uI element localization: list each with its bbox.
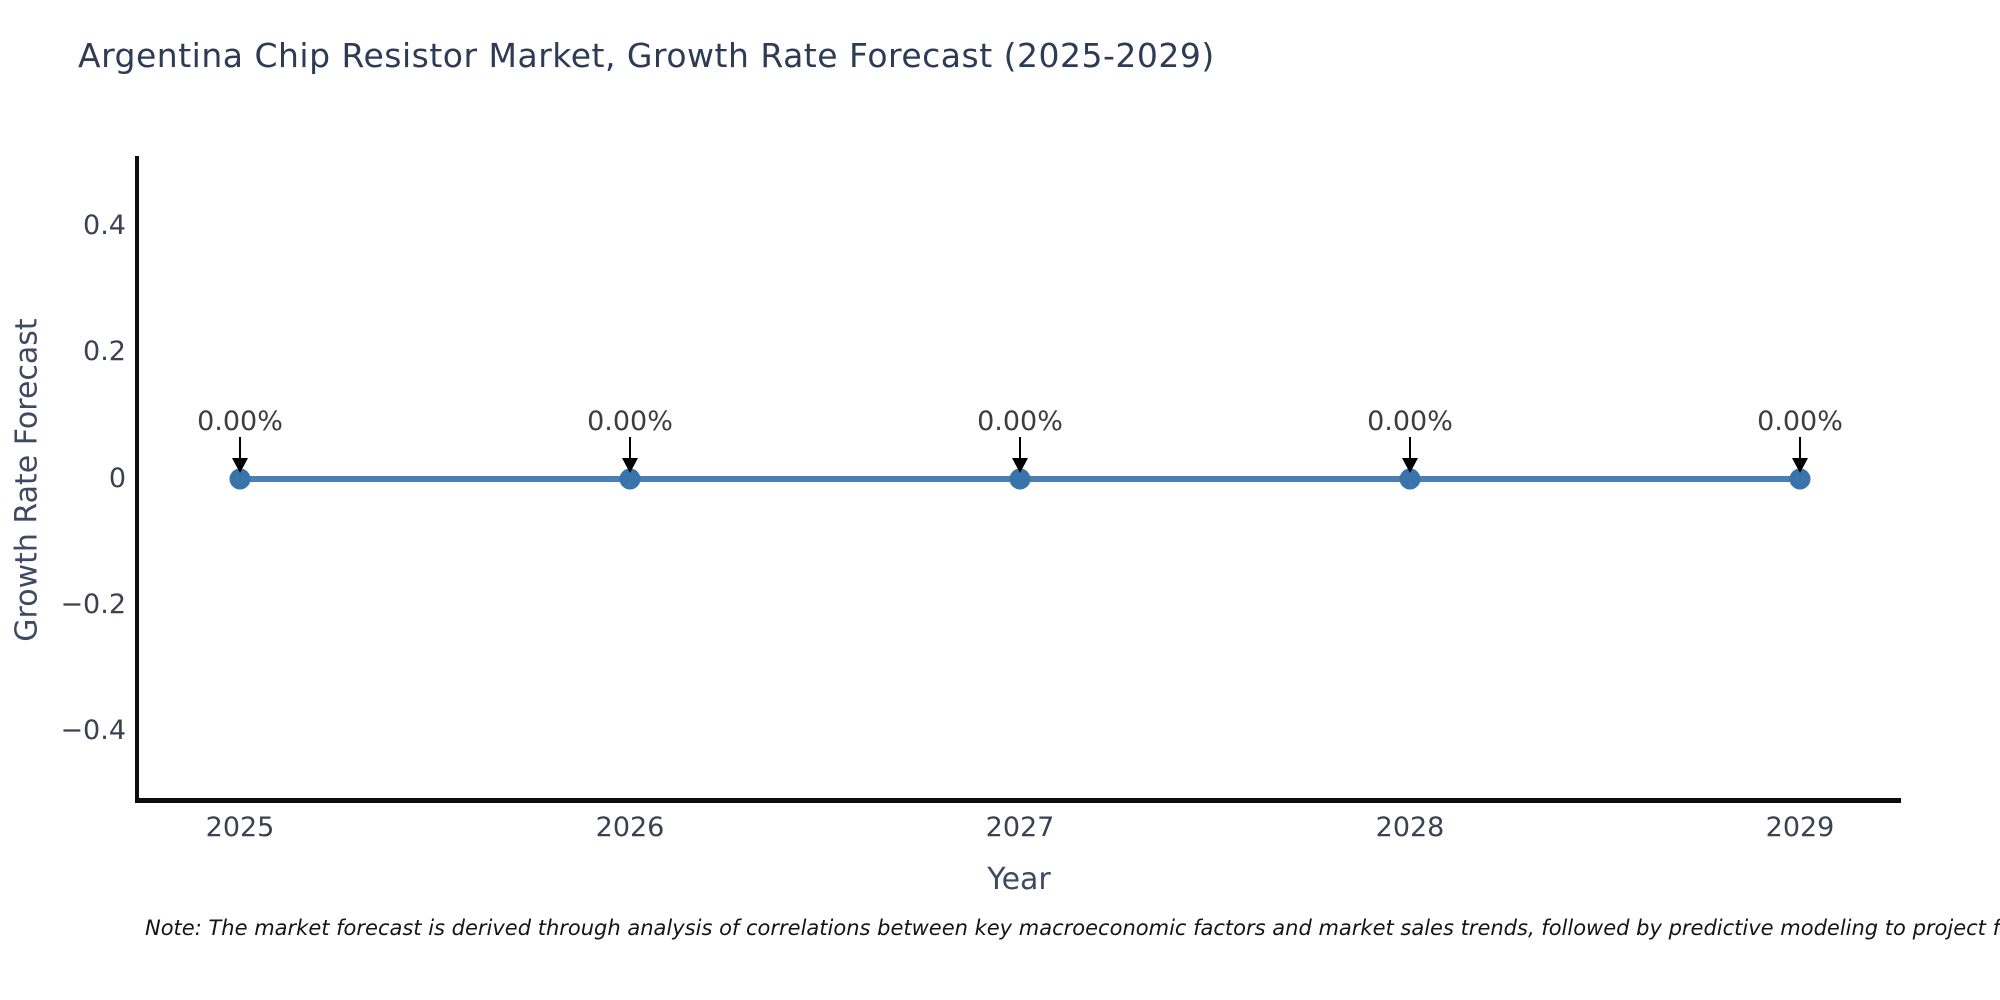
annotation-value-label: 0.00% — [1367, 405, 1453, 437]
x-tick-label: 2028 — [1375, 812, 1445, 843]
annotation-arrow-line — [1019, 436, 1021, 461]
annotation-arrow-line — [1799, 436, 1801, 461]
chart-title: Argentina Chip Resistor Market, Growth R… — [78, 36, 1215, 75]
x-tick-label: 2027 — [985, 812, 1055, 843]
data-point-marker — [619, 468, 641, 489]
x-tick-label: 2026 — [595, 812, 665, 843]
annotation-arrow-line — [629, 436, 631, 461]
annotation-value-label: 0.00% — [977, 405, 1063, 437]
y-tick-label: −0.4 — [60, 714, 126, 746]
x-axis-title: Year — [987, 862, 1051, 897]
y-axis-spine — [135, 156, 139, 802]
annotation-arrow-line — [239, 436, 241, 461]
line-segment — [630, 475, 1020, 482]
annotation-value-label: 0.00% — [587, 405, 673, 437]
line-segment — [1410, 475, 1800, 482]
annotation-value-label: 0.00% — [197, 405, 283, 437]
annotation-arrow-head-icon — [622, 457, 638, 473]
y-tick-label: 0 — [108, 462, 126, 494]
data-point-marker — [229, 468, 251, 489]
annotation-arrow-head-icon — [232, 457, 248, 473]
annotation-arrow-line — [1409, 436, 1411, 461]
line-segment — [240, 475, 630, 482]
x-tick-label: 2025 — [205, 812, 275, 843]
line-segment — [1020, 475, 1410, 482]
x-axis-spine — [135, 798, 1901, 803]
y-tick-label: 0.4 — [83, 210, 126, 242]
annotation-arrow-head-icon — [1012, 457, 1028, 473]
annotation-arrow-head-icon — [1792, 457, 1808, 473]
footnote: Note: The market forecast is derived thr… — [145, 916, 2000, 940]
data-point-marker — [1399, 468, 1421, 489]
y-tick-label: 0.2 — [83, 336, 126, 368]
data-point-marker — [1009, 468, 1031, 489]
data-point-marker — [1789, 468, 1811, 489]
y-tick-label: −0.2 — [60, 588, 126, 620]
annotation-value-label: 0.00% — [1757, 405, 1843, 437]
x-tick-label: 2029 — [1765, 812, 1835, 843]
annotation-arrow-head-icon — [1402, 457, 1418, 473]
